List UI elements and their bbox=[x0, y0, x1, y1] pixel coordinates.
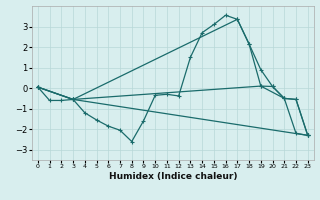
X-axis label: Humidex (Indice chaleur): Humidex (Indice chaleur) bbox=[108, 172, 237, 181]
